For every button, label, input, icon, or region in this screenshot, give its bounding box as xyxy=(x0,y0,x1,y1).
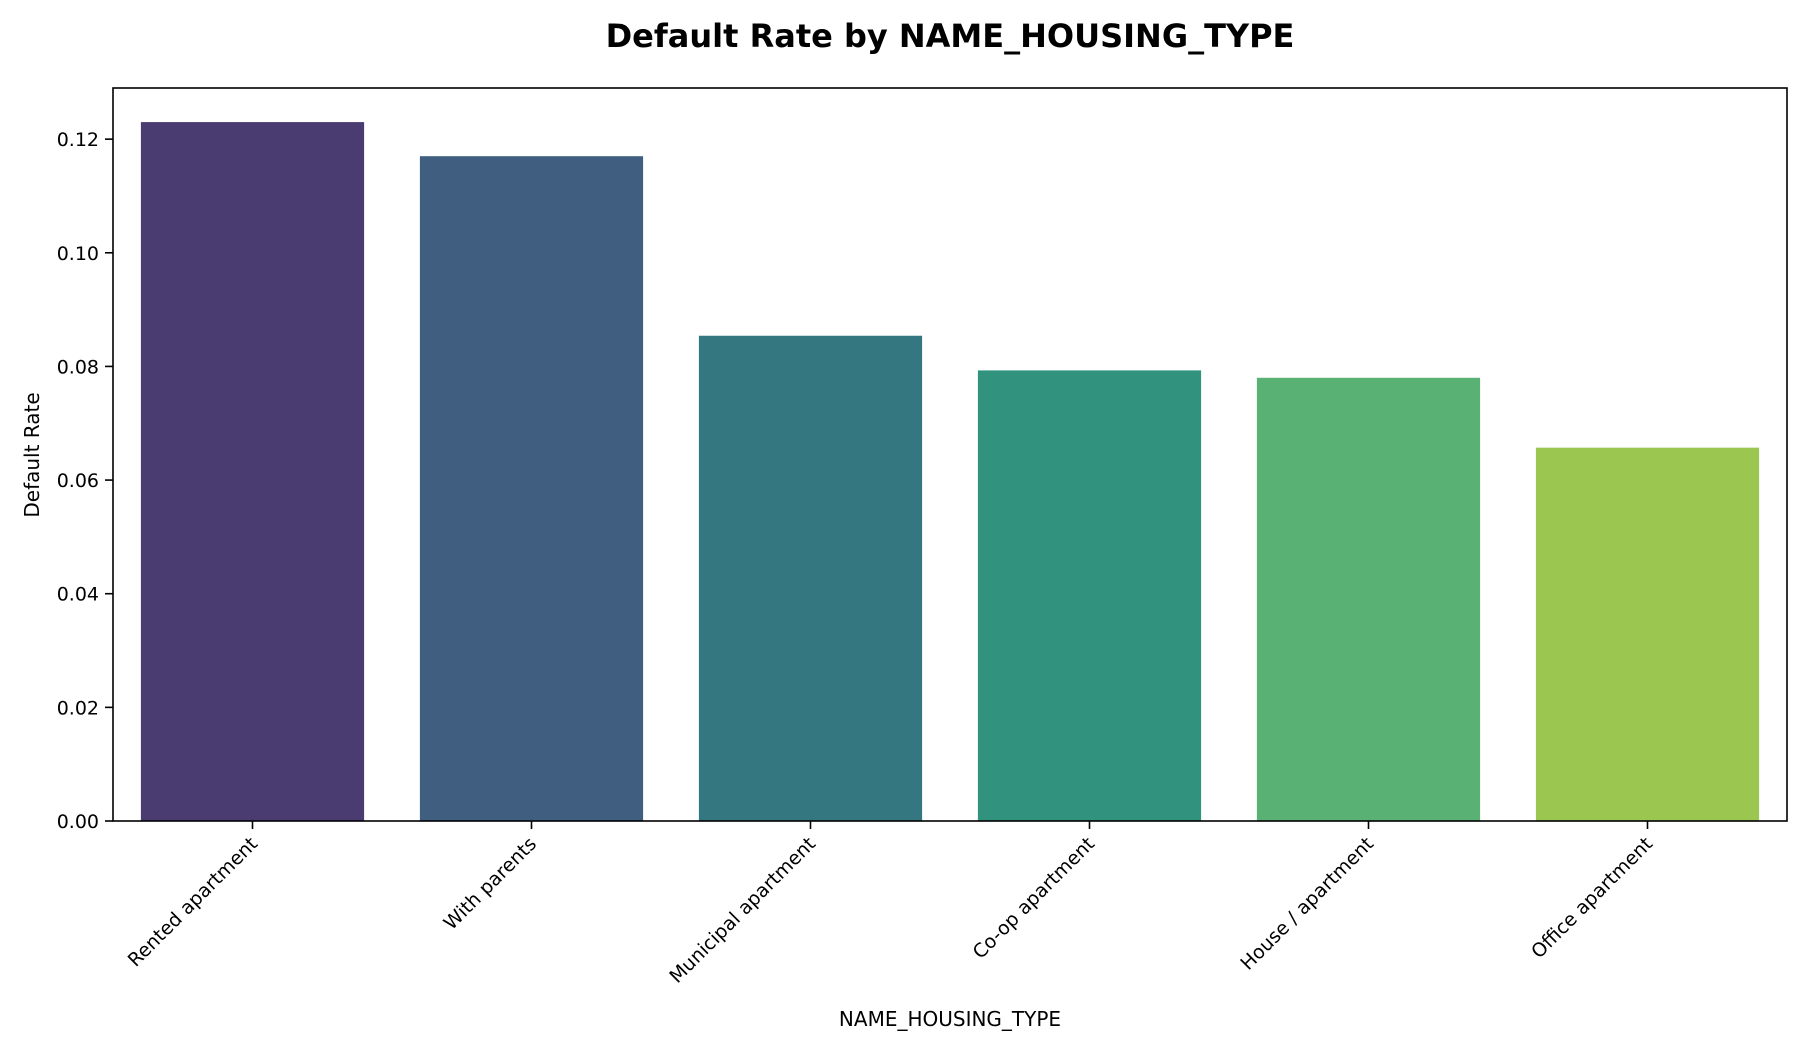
y-axis: 0.00 0.02 0.04 0.06 0.08 0.10 0.12 xyxy=(57,129,113,833)
y-axis-label: Default Rate xyxy=(20,392,44,517)
y-tick-label: 0.08 xyxy=(57,356,99,378)
bar-2 xyxy=(698,335,923,821)
y-tick-label: 0.02 xyxy=(57,697,99,719)
y-tick-label: 0.06 xyxy=(57,470,99,492)
bar-3 xyxy=(977,370,1202,821)
bar-4 xyxy=(1256,377,1481,821)
bar-0 xyxy=(140,122,365,822)
bar-1 xyxy=(419,156,644,821)
plot-frame xyxy=(112,87,1788,822)
y-tick-label: 0.12 xyxy=(57,129,99,151)
y-tick-label: 0.04 xyxy=(57,584,99,606)
x-axis-label: NAME_HOUSING_TYPE xyxy=(839,1007,1061,1031)
bars-layer xyxy=(140,122,1760,822)
bar-5 xyxy=(1535,447,1760,821)
chart-title: Default Rate by NAME_HOUSING_TYPE xyxy=(606,17,1295,55)
y-tick-label: 0.10 xyxy=(57,243,99,265)
y-tick-label: 0.00 xyxy=(57,811,99,833)
